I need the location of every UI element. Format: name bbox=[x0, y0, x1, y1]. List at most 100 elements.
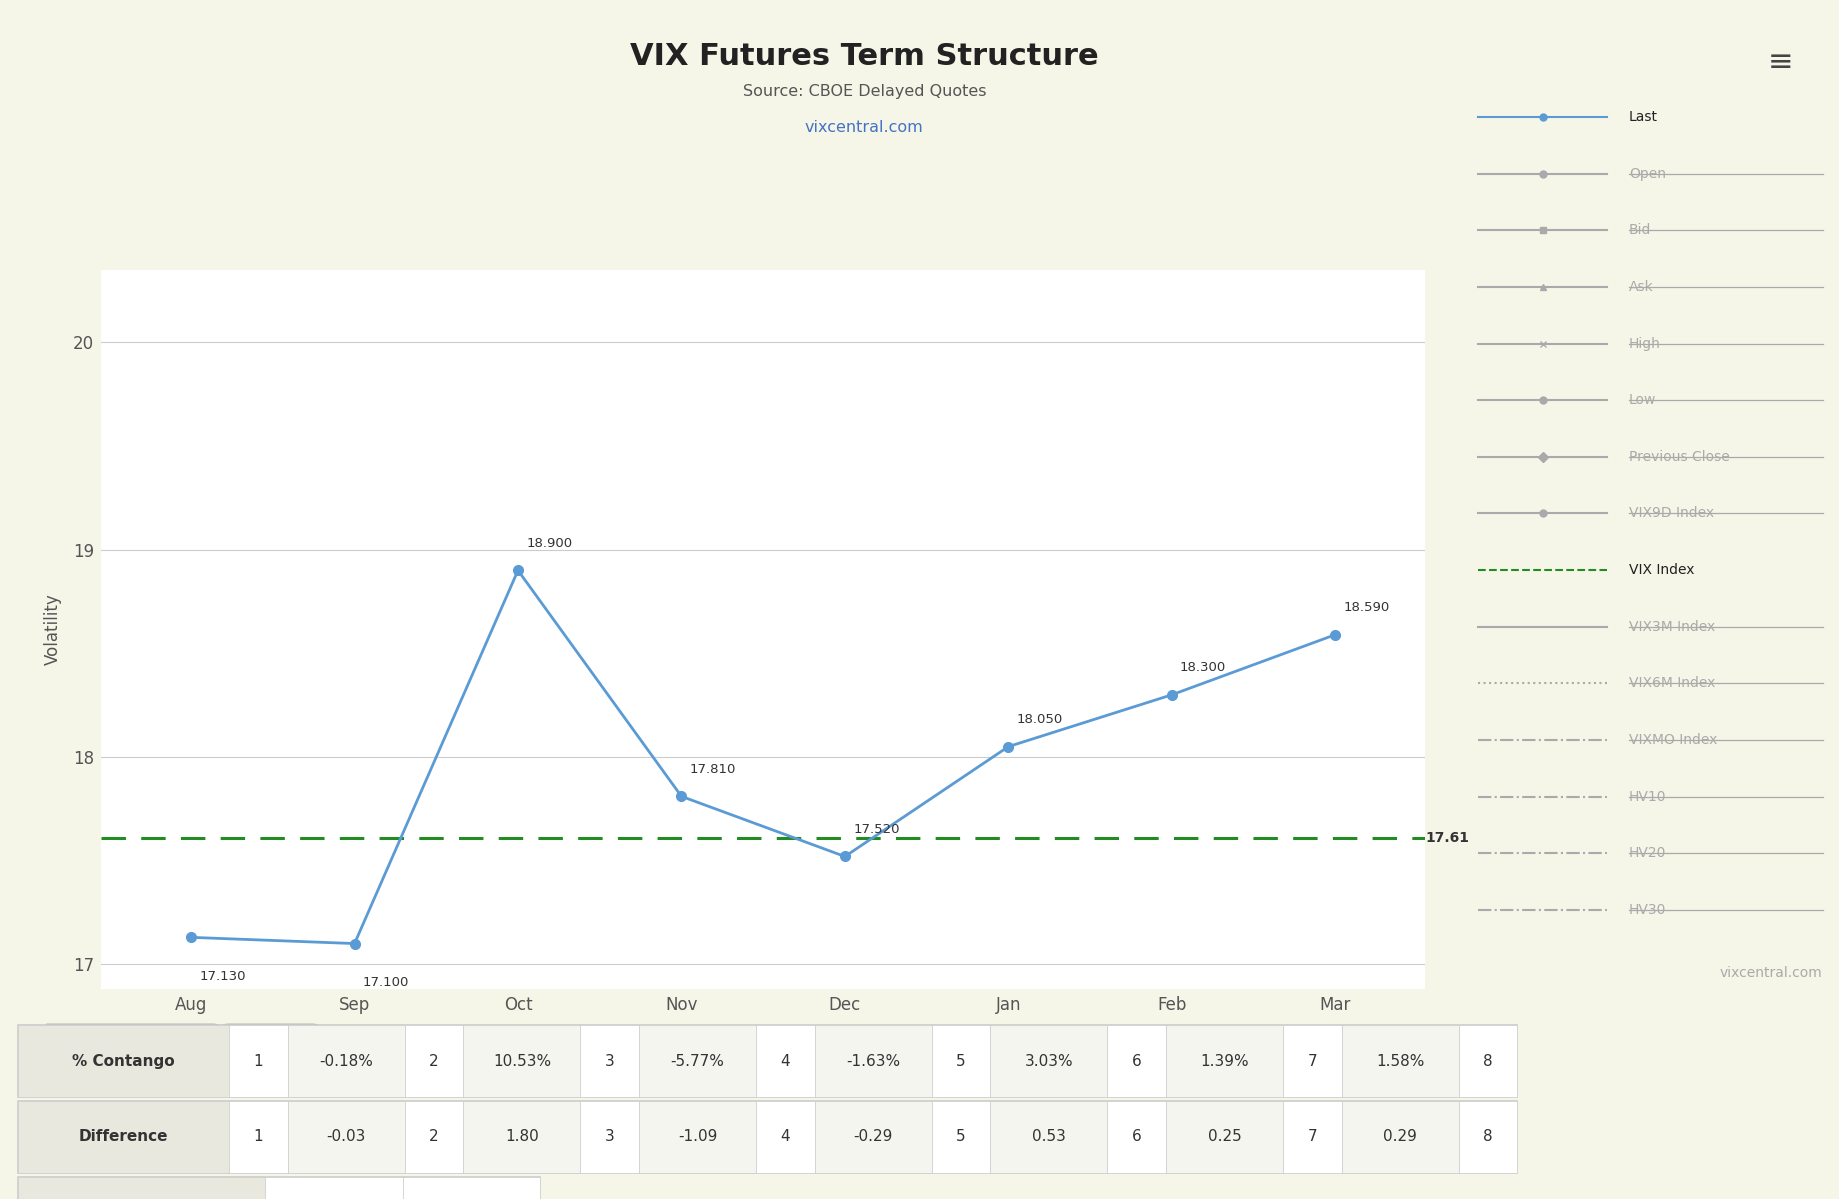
Bar bbox=[463, 1025, 581, 1097]
Text: Difference: Difference bbox=[79, 1129, 169, 1144]
Bar bbox=[815, 1025, 932, 1097]
Bar bbox=[1341, 1025, 1458, 1097]
Bar bbox=[1107, 1101, 1166, 1173]
Bar bbox=[932, 1025, 989, 1097]
Text: -1.09: -1.09 bbox=[679, 1129, 717, 1144]
Bar bbox=[230, 1101, 287, 1173]
Bar bbox=[989, 1025, 1107, 1097]
Bar bbox=[18, 1025, 230, 1097]
Text: 7: 7 bbox=[1308, 1129, 1317, 1144]
Text: Open: Open bbox=[1629, 167, 1666, 181]
FancyBboxPatch shape bbox=[42, 1024, 219, 1080]
Bar bbox=[287, 1101, 405, 1173]
Text: 10.53%: 10.53% bbox=[493, 1054, 552, 1068]
Text: VIX Index: VIX Index bbox=[1629, 564, 1694, 577]
Text: VIX9D Index: VIX9D Index bbox=[1629, 506, 1714, 520]
Text: % Contango: % Contango bbox=[72, 1054, 175, 1068]
Text: HV10: HV10 bbox=[1629, 790, 1666, 803]
Text: VIX6M Index: VIX6M Index bbox=[1629, 676, 1716, 691]
Text: HV20: HV20 bbox=[1629, 846, 1666, 861]
Text: VIX Futures Term Structure: VIX Futures Term Structure bbox=[631, 42, 1098, 71]
Text: VIX3M Index: VIX3M Index bbox=[1629, 620, 1716, 634]
Text: 7: 7 bbox=[1308, 1054, 1317, 1068]
Bar bbox=[18, 1101, 230, 1173]
X-axis label: Future Month: Future Month bbox=[708, 1025, 818, 1043]
Text: High: High bbox=[1629, 337, 1661, 350]
Text: Last: Last bbox=[1629, 110, 1659, 123]
Bar bbox=[638, 1025, 756, 1097]
Text: 17.810: 17.810 bbox=[690, 763, 736, 776]
Bar bbox=[265, 1177, 403, 1199]
Bar bbox=[1284, 1101, 1341, 1173]
Bar bbox=[287, 1025, 405, 1097]
Text: 4: 4 bbox=[780, 1129, 791, 1144]
Bar bbox=[18, 1177, 265, 1199]
Bar bbox=[756, 1025, 815, 1097]
Text: 8: 8 bbox=[1482, 1054, 1493, 1068]
Text: 1.58%: 1.58% bbox=[1376, 1054, 1423, 1068]
Text: 0.53: 0.53 bbox=[1032, 1129, 1067, 1144]
Text: 5: 5 bbox=[956, 1129, 965, 1144]
Text: ≡: ≡ bbox=[1767, 48, 1793, 77]
Bar bbox=[1458, 1025, 1517, 1097]
Text: 3: 3 bbox=[605, 1054, 614, 1068]
Text: Source: CBOE Delayed Quotes: Source: CBOE Delayed Quotes bbox=[743, 84, 986, 100]
Text: 18.300: 18.300 bbox=[1181, 662, 1227, 674]
Text: 8: 8 bbox=[1482, 1129, 1493, 1144]
Text: 0.29: 0.29 bbox=[1383, 1129, 1418, 1144]
Text: -5.77%: -5.77% bbox=[671, 1054, 725, 1068]
Bar bbox=[1166, 1101, 1284, 1173]
Y-axis label: Volatility: Volatility bbox=[44, 594, 63, 665]
Text: vixcentral.com: vixcentral.com bbox=[1719, 966, 1822, 981]
Text: -1.63%: -1.63% bbox=[846, 1054, 901, 1068]
Bar bbox=[405, 1101, 463, 1173]
Bar bbox=[815, 1101, 932, 1173]
Bar bbox=[638, 1101, 756, 1173]
Bar bbox=[463, 1101, 581, 1173]
Bar bbox=[581, 1025, 638, 1097]
Text: 6: 6 bbox=[1131, 1129, 1142, 1144]
Bar bbox=[405, 1025, 463, 1097]
Bar bbox=[989, 1101, 1107, 1173]
Bar bbox=[932, 1101, 989, 1173]
FancyBboxPatch shape bbox=[223, 1024, 318, 1080]
Bar bbox=[1284, 1025, 1341, 1097]
Bar bbox=[1107, 1025, 1166, 1097]
Text: -0.03: -0.03 bbox=[327, 1129, 366, 1144]
Text: Wide: Wide bbox=[252, 1044, 289, 1060]
Text: 18.050: 18.050 bbox=[1017, 713, 1063, 727]
Bar bbox=[581, 1101, 638, 1173]
Text: -0.18%: -0.18% bbox=[320, 1054, 373, 1068]
Bar bbox=[756, 1101, 815, 1173]
Bar bbox=[1341, 1101, 1458, 1173]
Text: 18.900: 18.900 bbox=[526, 537, 572, 550]
Text: 3.03%: 3.03% bbox=[1024, 1054, 1074, 1068]
Text: vixcentral.com: vixcentral.com bbox=[805, 120, 923, 135]
Text: 17.61: 17.61 bbox=[1425, 831, 1469, 845]
Text: Low: Low bbox=[1629, 393, 1657, 408]
Text: 2: 2 bbox=[428, 1054, 440, 1068]
Text: 1: 1 bbox=[254, 1129, 263, 1144]
Text: Bid: Bid bbox=[1629, 223, 1651, 237]
Bar bbox=[1166, 1025, 1284, 1097]
Text: Previous Close: Previous Close bbox=[1629, 450, 1730, 464]
Text: 18.590: 18.590 bbox=[1344, 601, 1390, 614]
Text: VIXMO Index: VIXMO Index bbox=[1629, 733, 1718, 747]
Bar bbox=[403, 1177, 541, 1199]
Bar bbox=[230, 1025, 287, 1097]
Text: 2: 2 bbox=[428, 1129, 440, 1144]
Text: 0.25: 0.25 bbox=[1208, 1129, 1241, 1144]
Text: 4: 4 bbox=[780, 1054, 791, 1068]
Text: 17.520: 17.520 bbox=[853, 823, 899, 836]
Text: 1.39%: 1.39% bbox=[1201, 1054, 1249, 1068]
Text: Refresh Graph: Refresh Graph bbox=[77, 1044, 184, 1060]
Text: 3: 3 bbox=[605, 1129, 614, 1144]
Text: HV30: HV30 bbox=[1629, 903, 1666, 917]
Text: 6: 6 bbox=[1131, 1054, 1142, 1068]
Text: 17.130: 17.130 bbox=[199, 970, 246, 983]
Bar bbox=[1458, 1101, 1517, 1173]
Text: -0.29: -0.29 bbox=[853, 1129, 894, 1144]
Text: 17.100: 17.100 bbox=[362, 976, 408, 989]
Text: Ask: Ask bbox=[1629, 279, 1653, 294]
Text: 5: 5 bbox=[956, 1054, 965, 1068]
